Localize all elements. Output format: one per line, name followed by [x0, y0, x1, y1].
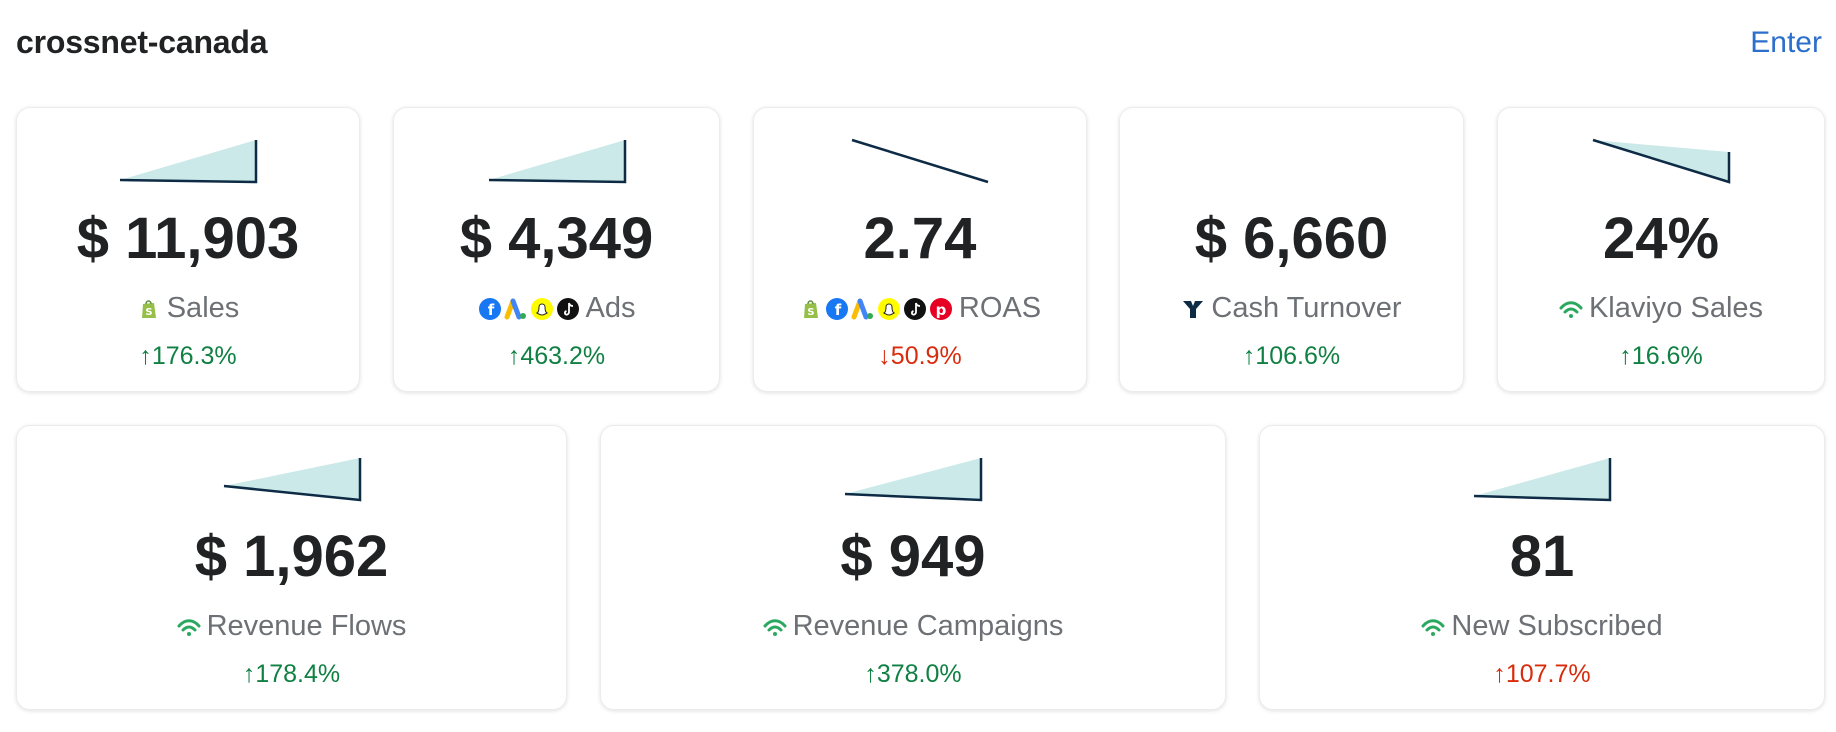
tiktok-icon	[903, 297, 926, 320]
store-title: crossnet-canada	[16, 24, 268, 60]
metric-label: Revenue Campaigns	[601, 612, 1225, 641]
metric-change: ↑16.6%	[1619, 342, 1703, 370]
metric-label-text: Revenue Campaigns	[792, 610, 1064, 642]
sparkline-line	[851, 138, 989, 184]
metric-change: ↑378.0%	[864, 660, 962, 688]
metric-label: S Sales	[17, 294, 359, 323]
metric-card-sales[interactable]: $ 11,903 S Sales ↑176.3%	[16, 107, 360, 392]
metric-card-klaviyo-sales[interactable]: 24% Klaviyo Sales ↑16.6%	[1497, 107, 1825, 392]
metric-label-text: New Subscribed	[1451, 610, 1663, 642]
klaviyo-icon	[1421, 618, 1445, 636]
snapchat-icon	[877, 297, 900, 320]
metric-label-text: Cash Turnover	[1211, 292, 1402, 324]
metric-card-new-subscribed[interactable]: 81 New Subscribed ↑107.7%	[1259, 425, 1825, 710]
metric-change: ↑107.7%	[1493, 660, 1591, 688]
sparkline-area	[845, 458, 981, 500]
sparkline-area	[1474, 458, 1610, 500]
facebook-icon: f	[478, 297, 501, 320]
klaviyo-icon	[177, 618, 201, 636]
metric-label: S f p ROAS	[754, 294, 1086, 323]
metric-value: $ 6,660	[1194, 206, 1389, 271]
svg-text:f: f	[487, 301, 494, 319]
sparkline-revenue-campaigns	[844, 458, 983, 502]
pinterest-icon: p	[929, 297, 952, 320]
metric-card-ads[interactable]: $ 4,349 f Ads ↑463.2%	[393, 107, 720, 392]
metric-label: New Subscribed	[1260, 612, 1824, 641]
metric-change: ↑463.2%	[507, 342, 606, 370]
metric-label-text: Sales	[166, 292, 240, 324]
svg-text:S: S	[807, 307, 814, 318]
svg-text:p: p	[936, 301, 947, 319]
snapchat-icon	[530, 297, 553, 320]
metric-change: ↑106.6%	[1242, 342, 1341, 370]
metric-label-text: ROAS	[958, 292, 1042, 324]
tiktok-icon	[556, 297, 579, 320]
sparkline-klaviyo-sales	[1592, 138, 1731, 184]
metric-card-cash-turnover[interactable]: $ 6,660 Cash Turnover ↑106.6%	[1119, 107, 1464, 392]
metric-label-text: Ads	[585, 292, 636, 324]
svg-text:S: S	[145, 307, 152, 318]
svg-text:f: f	[835, 301, 842, 319]
metric-value: $ 1,962	[194, 524, 389, 589]
shopify-icon: S	[803, 299, 818, 318]
metric-label-text: Klaviyo Sales	[1588, 292, 1764, 324]
trueprofit-logo-icon	[1183, 300, 1204, 318]
sparkline-line	[488, 140, 626, 184]
google-ads-icon	[851, 298, 873, 319]
metric-value: 24%	[1602, 206, 1720, 271]
sparkline-roas	[851, 138, 989, 184]
shopify-icon: S	[141, 299, 156, 318]
metric-label: Revenue Flows	[17, 612, 566, 641]
metric-value: $ 4,349	[459, 206, 654, 271]
metric-label-text: Revenue Flows	[206, 610, 407, 642]
metric-change: ↓50.9%	[878, 342, 962, 370]
sparkline-line	[223, 458, 361, 502]
page-header: crossnet-canada Enter	[16, 0, 1822, 90]
metric-value: 81	[1509, 524, 1575, 589]
metric-label: Cash Turnover	[1120, 294, 1463, 323]
metric-value: $ 949	[840, 524, 986, 589]
metric-label: f Ads	[394, 294, 719, 323]
sparkline-line	[844, 458, 983, 502]
metric-value: $ 11,903	[76, 206, 300, 271]
sparkline-sales	[119, 140, 258, 184]
sparkline-revenue-flows	[223, 458, 361, 502]
sparkline-line	[119, 140, 258, 184]
metric-card-revenue-flows[interactable]: $ 1,962 Revenue Flows ↑178.4%	[16, 425, 567, 710]
metric-card-roas[interactable]: 2.74 S f p ROAS ↓50.9%	[753, 107, 1087, 392]
enter-link[interactable]: Enter	[1750, 26, 1822, 59]
facebook-icon: f	[825, 297, 848, 320]
sparkline-ads	[488, 140, 626, 184]
sparkline-area	[488, 140, 625, 182]
klaviyo-icon	[763, 618, 787, 636]
sparkline-line	[1592, 138, 1731, 184]
metric-label: Klaviyo Sales	[1498, 294, 1824, 323]
klaviyo-icon	[1559, 300, 1583, 318]
metric-change: ↑176.3%	[139, 342, 237, 370]
metric-change: ↑178.4%	[242, 660, 341, 688]
metric-value: 2.74	[863, 206, 977, 271]
sparkline-new-subscribed	[1473, 458, 1612, 502]
metric-card-revenue-campaigns[interactable]: $ 949 Revenue Campaigns ↑378.0%	[600, 425, 1226, 710]
sparkline-line	[1473, 458, 1612, 502]
google-ads-icon	[504, 298, 526, 319]
sparkline-area	[120, 140, 256, 182]
